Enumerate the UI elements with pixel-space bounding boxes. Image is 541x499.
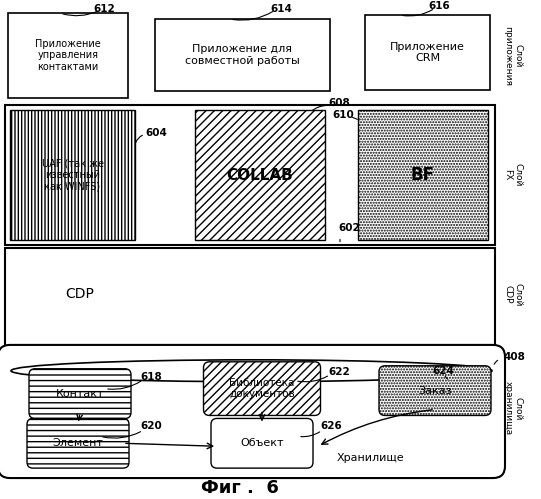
Text: Объект: Объект (240, 438, 283, 448)
Text: Библиотека
документов: Библиотека документов (229, 378, 295, 399)
FancyBboxPatch shape (379, 366, 491, 416)
Text: Фиг .  6: Фиг . 6 (201, 479, 279, 497)
Text: Контакт: Контакт (56, 389, 104, 399)
Bar (5, 248, 495, 347)
Text: 616: 616 (428, 1, 450, 11)
Text: 620: 620 (140, 421, 162, 432)
Bar (195, 110, 325, 240)
Text: Слой
хранилища: Слой хранилища (503, 381, 523, 436)
Text: 624: 624 (432, 366, 454, 376)
Bar (358, 110, 488, 240)
Text: 618: 618 (140, 372, 162, 382)
Text: Хранилище: Хранилище (336, 453, 404, 463)
Text: 408: 408 (503, 352, 525, 362)
Bar (10, 110, 135, 240)
Text: Слой
FX: Слой FX (503, 163, 523, 187)
Bar (8, 13, 128, 97)
Text: Заказ: Заказ (418, 386, 452, 396)
Text: 622: 622 (328, 367, 349, 377)
FancyBboxPatch shape (211, 419, 313, 468)
Text: 626: 626 (320, 421, 342, 432)
Text: Слой
CDP: Слой CDP (503, 282, 523, 306)
FancyBboxPatch shape (27, 419, 129, 468)
Text: Элемент: Элемент (52, 438, 103, 448)
Text: Приложение для
совместной работы: Приложение для совместной работы (185, 44, 300, 65)
Text: 612: 612 (93, 4, 115, 14)
Text: Слой
приложения: Слой приложения (503, 26, 523, 86)
Text: Приложение
управления
контактами: Приложение управления контактами (35, 39, 101, 72)
Text: 610: 610 (332, 110, 354, 120)
FancyBboxPatch shape (203, 362, 320, 416)
Text: CDP: CDP (65, 287, 95, 301)
Bar (5, 105, 495, 245)
Text: 604: 604 (145, 128, 167, 138)
Text: Приложение
CRM: Приложение CRM (390, 41, 465, 63)
Text: BF: BF (411, 166, 435, 184)
Text: 608: 608 (328, 98, 349, 108)
FancyBboxPatch shape (0, 345, 505, 478)
Bar (155, 19, 330, 91)
Text: 602: 602 (338, 223, 360, 233)
FancyBboxPatch shape (29, 369, 131, 419)
Text: UAF (так же
известный
как WINFS): UAF (так же известный как WINFS) (42, 158, 103, 192)
Text: 614: 614 (270, 4, 292, 14)
Ellipse shape (11, 360, 492, 382)
Text: COLLAB: COLLAB (227, 168, 293, 183)
Bar (30, 367, 473, 456)
Bar (365, 15, 490, 90)
